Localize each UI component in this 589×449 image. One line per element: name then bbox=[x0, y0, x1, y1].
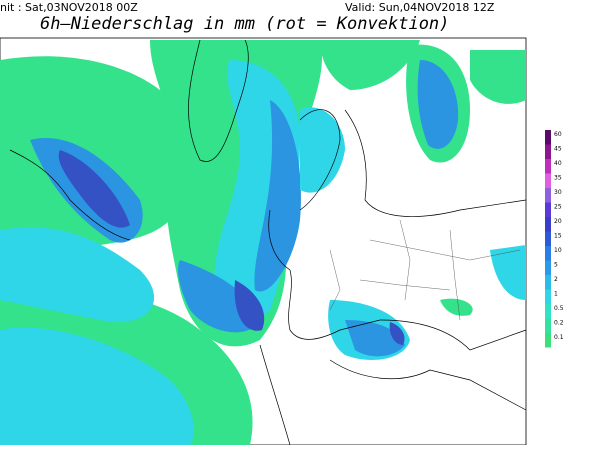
legend-swatch bbox=[545, 246, 551, 261]
map-area bbox=[0, 37, 527, 446]
legend-swatch bbox=[545, 159, 551, 174]
legend-label: 0.5 bbox=[554, 305, 564, 312]
legend-label: 2 bbox=[554, 276, 558, 283]
legend-label: 5 bbox=[554, 261, 558, 268]
coastlines bbox=[9, 39, 527, 446]
legend-label: 20 bbox=[554, 218, 562, 225]
legend-swatch bbox=[545, 202, 551, 217]
legend-label: 10 bbox=[554, 247, 562, 254]
legend-swatch bbox=[545, 130, 551, 145]
legend-swatch bbox=[545, 173, 551, 188]
borders bbox=[329, 219, 521, 321]
legend-label: 40 bbox=[554, 160, 562, 167]
legend-swatch bbox=[545, 275, 551, 290]
legend-label: 15 bbox=[554, 232, 562, 239]
legend-swatch bbox=[545, 318, 551, 333]
legend-swatch bbox=[545, 304, 551, 319]
init-time: nit : Sat,03NOV2018 00Z bbox=[0, 1, 138, 14]
legend-swatch bbox=[545, 260, 551, 275]
legend-label: 0.1 bbox=[554, 334, 564, 341]
valid-time: Valid: Sun,04NOV2018 12Z bbox=[345, 1, 495, 14]
legend-swatch bbox=[545, 217, 551, 232]
legend-label: 25 bbox=[554, 203, 562, 210]
legend-label: 35 bbox=[554, 174, 562, 181]
legend-swatch bbox=[545, 231, 551, 246]
legend-swatch bbox=[545, 289, 551, 304]
legend-label: 30 bbox=[554, 189, 562, 196]
legend-label: 1 bbox=[554, 290, 558, 297]
legend-swatch bbox=[545, 188, 551, 203]
map-title: 6h–Niederschlag in mm (rot = Konvektion) bbox=[40, 14, 449, 34]
legend-swatch bbox=[545, 333, 551, 348]
legend: 60 45 40 35 30 25 20 15 10 5 2 1 0.5 0.2 0.1 bbox=[545, 130, 564, 348]
legend-label: 60 bbox=[554, 131, 562, 138]
legend-label: 45 bbox=[554, 145, 562, 152]
legend-label: 0.2 bbox=[554, 319, 564, 326]
precip-field bbox=[0, 40, 526, 445]
legend-swatch bbox=[545, 144, 551, 159]
